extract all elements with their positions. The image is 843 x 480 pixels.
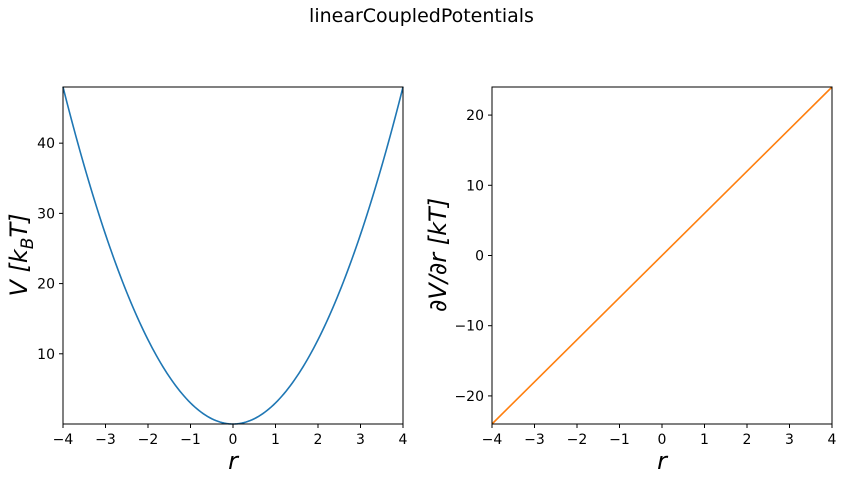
potential-y-tick-label: 20: [37, 277, 55, 293]
derivative-x-tick-label: 3: [785, 432, 794, 448]
derivative-x-tick-label: −3: [524, 432, 545, 448]
potential-x-tick-label: −4: [53, 432, 74, 448]
derivative-y-tick-label: −20: [454, 389, 484, 405]
derivative-plot-marks: [491, 86, 833, 425]
potential-y-label-main: V [k: [5, 248, 33, 296]
potential-x-tick-label: 0: [229, 432, 238, 448]
derivative-x-tick-label: −4: [482, 432, 503, 448]
potential-series-line: [62, 86, 404, 425]
derivative-y-tick-label: 10: [466, 178, 484, 194]
derivative-x-tick-label: −2: [567, 432, 588, 448]
derivative-x-tick-label: 1: [700, 432, 709, 448]
potential-x-tick-label: 2: [314, 432, 323, 448]
potential-x-tick-label: 1: [271, 432, 280, 448]
potential-plot-marks: [62, 86, 404, 425]
potential-plot: −4 −3 −2 −1 0 1 2 3 4 10 20 30 40 r V [kBT]: [5, 86, 408, 475]
potential-x-tick-label: −1: [180, 432, 201, 448]
potential-x-tick-label: −2: [138, 432, 159, 448]
derivative-y-axis-label: ∂V/∂r [kT]: [424, 198, 452, 312]
potential-x-tick-label: 4: [399, 432, 408, 448]
derivative-y-tick-label: 20: [466, 108, 484, 124]
derivative-x-axis-label: r: [657, 447, 669, 475]
potential-y-label-subscript: B: [18, 238, 38, 250]
potential-plot-frame: [62, 86, 404, 425]
derivative-y-tick-label: 0: [475, 249, 484, 265]
derivative-x-tick-label: 4: [828, 432, 837, 448]
derivative-y-tick-label: −10: [454, 319, 484, 335]
potential-y-tick-label: 30: [37, 206, 55, 222]
figure-title: linearCoupledPotentials: [309, 5, 534, 27]
potential-y-axis-label: V [kBT]: [5, 213, 38, 296]
potential-plot-ticks: −4 −3 −2 −1 0 1 2 3 4 10 20 30 40: [37, 136, 407, 448]
derivative-x-tick-label: 0: [658, 432, 667, 448]
potential-y-tick-label: 10: [37, 347, 55, 363]
derivative-x-tick-label: −1: [609, 432, 630, 448]
potential-x-axis-label: r: [228, 447, 240, 475]
derivative-series-line: [491, 86, 833, 425]
potential-x-tick-label: 3: [356, 432, 365, 448]
potential-y-label-tail: T]: [5, 213, 33, 237]
potential-x-tick-label: −3: [95, 432, 116, 448]
derivative-x-tick-label: 2: [743, 432, 752, 448]
potential-y-tick-label: 40: [37, 136, 55, 152]
